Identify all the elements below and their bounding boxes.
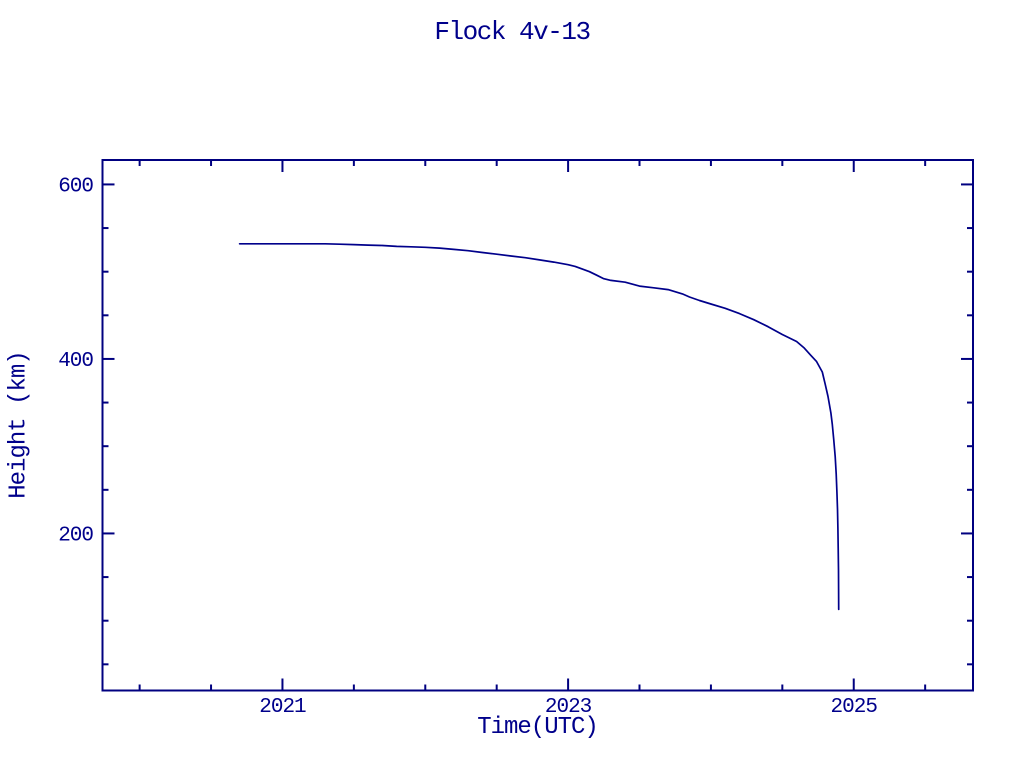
y-tick-label: 200 (58, 524, 93, 547)
x-axis-title: Time(UTC) (477, 714, 599, 741)
x-tick-label: 2023 (545, 696, 592, 719)
plot-frame (101, 159, 974, 692)
x-tick-label: 2025 (831, 696, 878, 719)
y-tick-label: 400 (58, 350, 93, 373)
x-tick-label: 2021 (259, 696, 306, 719)
y-tick-label: 600 (58, 175, 93, 198)
chart-title: Flock 4v-13 (434, 17, 591, 47)
data-line (238, 242, 840, 611)
